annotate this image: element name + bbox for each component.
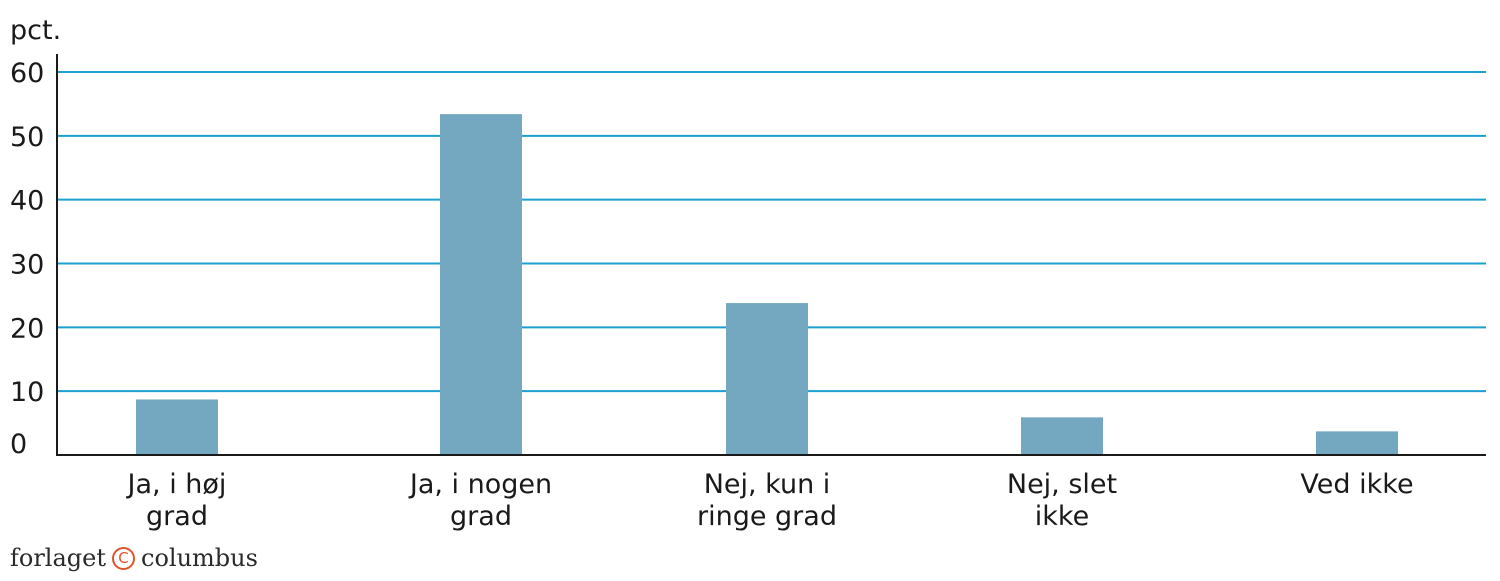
y-tick-label: 20	[10, 313, 44, 344]
bar-2	[440, 114, 522, 455]
bar-1	[136, 399, 218, 455]
copyright-icon: C	[112, 546, 135, 570]
x-category-label: Ja, i nogen grad	[408, 469, 552, 532]
gridlines	[57, 71, 1486, 393]
x-category-label: Ved ikke	[1300, 469, 1413, 500]
x-category-label: Nej, kun i ringe grad	[697, 469, 837, 532]
y-tick-label: 30	[10, 250, 44, 281]
y-tick-label: 10	[10, 377, 44, 408]
x-category-label: Ja, i høj grad	[126, 469, 227, 532]
x-category-label: Nej, slet ikke	[1007, 469, 1117, 532]
bars	[136, 114, 1398, 455]
y-axis-unit-label: pct.	[10, 15, 61, 46]
y-tick-label: 50	[10, 122, 44, 153]
bar-4	[1021, 417, 1103, 455]
bar-3	[726, 303, 808, 455]
bar-5	[1316, 431, 1398, 455]
y-tick-label: 60	[10, 58, 44, 89]
y-axis-ticks: 0 10 20 30 40 50 60	[10, 58, 44, 460]
y-tick-label: 0	[10, 429, 27, 460]
y-tick-label: 40	[10, 186, 44, 217]
publisher-name-right: columbus	[141, 544, 258, 572]
publisher-name-left: forlaget	[10, 544, 106, 572]
x-axis-labels: Ja, i høj grad Ja, i nogen grad Nej, kun i ri…	[126, 469, 1414, 532]
publisher-logo: forlaget C columbus	[10, 544, 258, 572]
